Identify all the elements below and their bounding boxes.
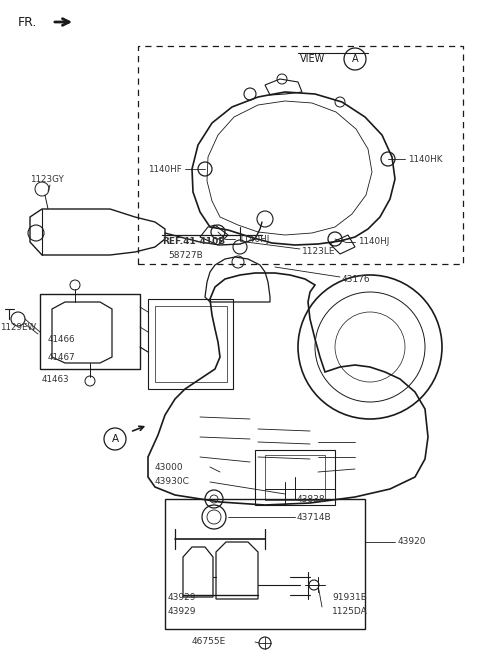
Text: 1140HF: 1140HF [148, 164, 182, 173]
Text: 43000: 43000 [155, 463, 184, 472]
Text: A: A [352, 54, 358, 64]
Text: 43929: 43929 [168, 593, 196, 602]
Text: REF.41-410B: REF.41-410B [162, 237, 225, 246]
Text: 43929: 43929 [168, 608, 196, 616]
Text: 1129EW: 1129EW [0, 323, 36, 332]
Text: 1125DA: 1125DA [332, 608, 368, 616]
Text: 41467: 41467 [48, 353, 76, 361]
Text: 58727B: 58727B [168, 250, 203, 260]
Text: 41463: 41463 [42, 374, 70, 384]
Bar [255, 450, 335, 505]
Text: 46755E: 46755E [192, 637, 226, 646]
Text: 43920: 43920 [398, 537, 427, 547]
Text: A: A [111, 434, 119, 444]
Text: 1140HJ: 1140HJ [238, 235, 269, 244]
Text: 91931B: 91931B [332, 593, 367, 602]
Text: 43838: 43838 [297, 495, 325, 503]
Bar [138, 46, 463, 264]
Text: 1140HJ: 1140HJ [358, 237, 389, 246]
Text: 43714B: 43714B [297, 512, 332, 522]
Bar [165, 499, 365, 629]
Bar [148, 299, 233, 389]
Text: 41466: 41466 [48, 334, 75, 344]
Text: 1140HK: 1140HK [408, 154, 443, 164]
Text: 1123LE: 1123LE [302, 246, 336, 256]
Bar [265, 455, 325, 500]
Text: 1123GY: 1123GY [30, 175, 64, 183]
Text: VIEW: VIEW [300, 54, 325, 64]
Bar [40, 294, 140, 369]
Bar [155, 306, 227, 382]
Text: 43930C: 43930C [155, 478, 190, 486]
Text: 43176: 43176 [342, 275, 371, 284]
Text: FR.: FR. [18, 16, 37, 28]
